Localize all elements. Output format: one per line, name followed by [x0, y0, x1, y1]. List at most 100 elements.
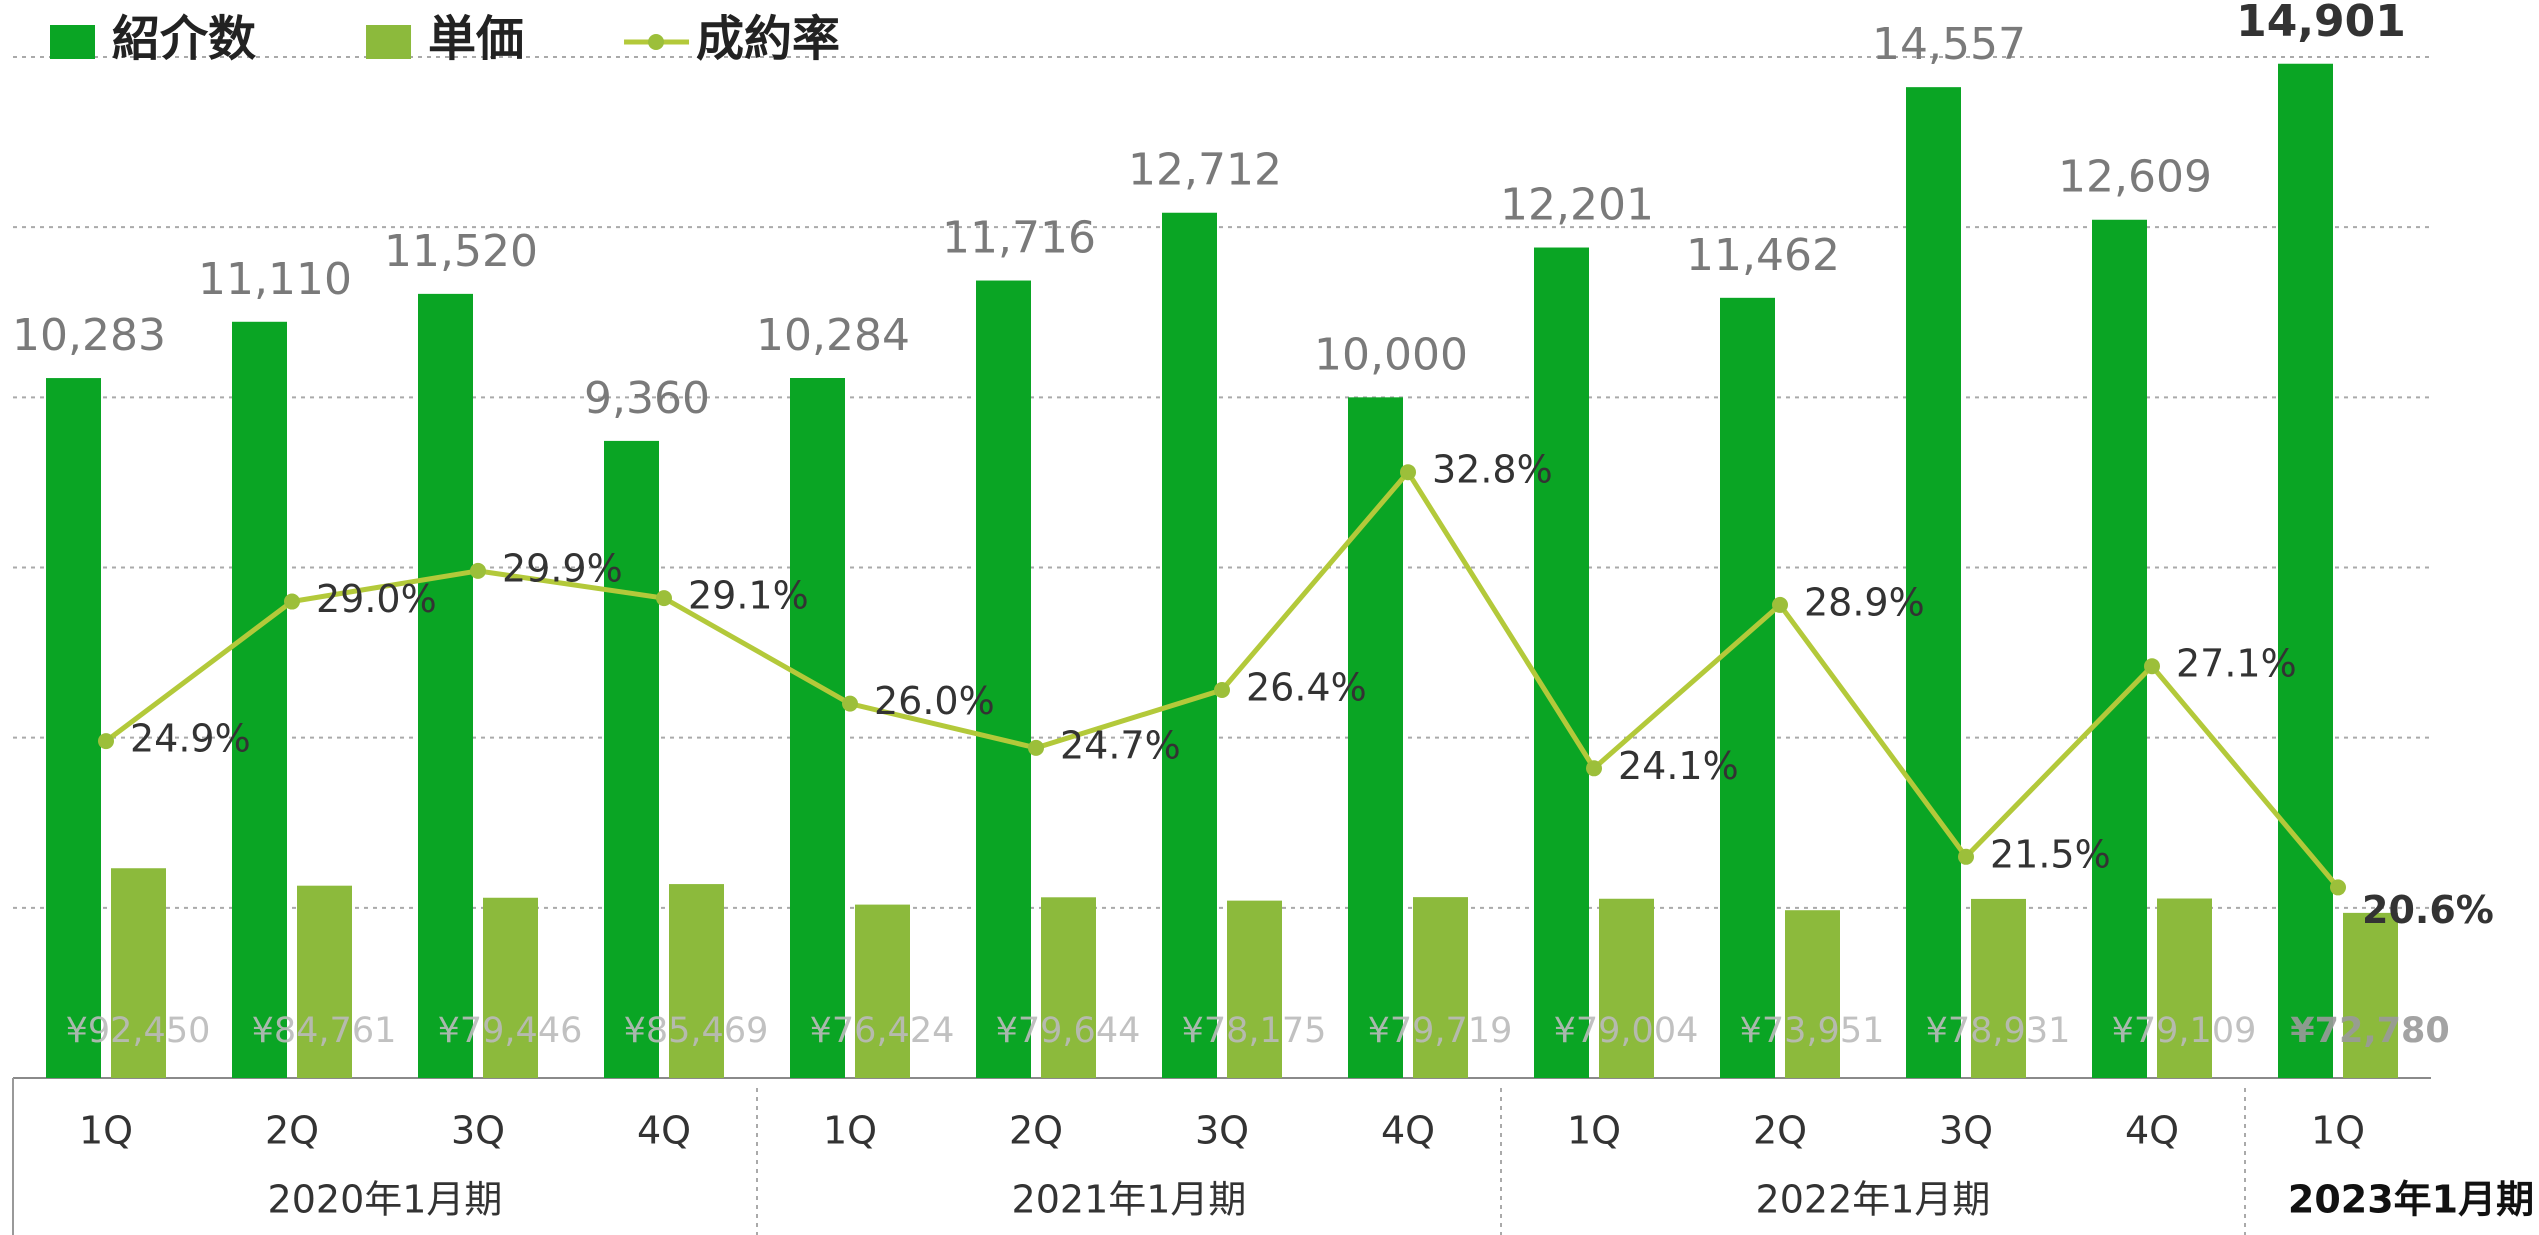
value-label: ¥78,175	[1182, 1011, 1327, 1051]
value-label: 29.1%	[688, 574, 809, 618]
bar	[1534, 247, 1589, 1078]
group-label: 2020年1月期	[268, 1178, 503, 1222]
point	[470, 562, 486, 579]
bar	[111, 868, 166, 1078]
value-label: ¥79,446	[438, 1011, 583, 1051]
value-label: ¥79,004	[1554, 1011, 1699, 1051]
bar	[604, 440, 659, 1078]
bar	[232, 321, 287, 1079]
bar	[2092, 219, 2147, 1078]
value-label: 24.9%	[130, 717, 251, 761]
x-tick-label: 3Q	[1195, 1109, 1249, 1153]
bar	[1413, 897, 1468, 1078]
bar	[418, 293, 473, 1078]
value-label: ¥85,469	[624, 1011, 769, 1051]
point	[284, 593, 300, 610]
x-tick-label: 3Q	[451, 1109, 505, 1153]
bar	[1348, 397, 1403, 1078]
group-label: 2021年1月期	[1012, 1178, 1247, 1222]
x-tick-label: 2Q	[1753, 1109, 1807, 1153]
value-label: 14,901	[2236, 0, 2406, 47]
x-tick-label: 1Q	[79, 1109, 133, 1153]
x-tick-label: 4Q	[1381, 1109, 1435, 1153]
value-label: ¥78,931	[1926, 1011, 2071, 1051]
bar	[855, 904, 910, 1078]
bar	[1785, 910, 1840, 1078]
value-label: 14,557	[1872, 19, 2026, 70]
legend-swatch	[50, 25, 95, 59]
x-tick-label: 3Q	[1939, 1109, 1993, 1153]
bar	[790, 378, 845, 1078]
bar	[1971, 898, 2026, 1078]
x-tick-label: 2Q	[1009, 1109, 1063, 1153]
legend-swatch	[366, 25, 412, 59]
value-label: 24.1%	[1618, 744, 1739, 788]
bar	[1720, 297, 1775, 1079]
value-label: ¥73,951	[1740, 1011, 1885, 1051]
x-tick-label: 1Q	[2311, 1109, 2365, 1153]
value-label: ¥79,719	[1368, 1011, 1513, 1051]
value-label: 28.9%	[1804, 580, 1925, 624]
bar	[2157, 898, 2212, 1078]
point	[656, 590, 672, 607]
value-label: 10,000	[1314, 329, 1468, 380]
bar	[1906, 87, 1961, 1078]
point	[2330, 879, 2346, 896]
legend-swatch	[648, 34, 665, 50]
point	[1214, 682, 1230, 699]
bar	[976, 280, 1031, 1078]
value-label: 12,609	[2058, 152, 2212, 203]
x-tick-label: 4Q	[2125, 1109, 2179, 1153]
legend-label: 単価	[428, 11, 524, 67]
point	[2144, 658, 2160, 675]
point	[1586, 760, 1602, 777]
bar	[1599, 898, 1654, 1078]
bar	[2343, 912, 2398, 1078]
value-label: 20.6%	[2362, 888, 2494, 932]
bar	[483, 897, 538, 1078]
bar	[2278, 63, 2333, 1079]
value-label: 26.4%	[1246, 666, 1367, 710]
value-label: 10,283	[12, 310, 166, 361]
value-label: 29.0%	[316, 577, 437, 621]
bar	[1041, 897, 1096, 1078]
value-label: 10,284	[756, 310, 910, 361]
value-label: 26.0%	[874, 679, 995, 723]
bar	[1162, 212, 1217, 1079]
point	[842, 695, 858, 712]
bar	[669, 884, 724, 1078]
point	[1400, 464, 1416, 481]
bar	[1227, 900, 1282, 1078]
value-label: ¥72,780	[2290, 1011, 2449, 1051]
x-tick-label: 1Q	[1567, 1109, 1621, 1153]
value-label: 12,201	[1500, 180, 1654, 231]
legend-label: 成約率	[696, 11, 840, 67]
bar	[46, 378, 101, 1079]
value-label: 11,462	[1686, 230, 1840, 281]
value-label: 27.1%	[2176, 642, 2297, 686]
legend-label: 紹介数	[112, 11, 256, 67]
x-tick-label: 1Q	[823, 1109, 877, 1153]
value-label: ¥76,424	[810, 1011, 955, 1051]
group-label: 2023年1月期	[2288, 1178, 2534, 1222]
value-label: 9,360	[584, 373, 710, 424]
value-label: ¥84,761	[252, 1011, 397, 1051]
x-tick-label: 2Q	[265, 1109, 319, 1153]
point	[1772, 596, 1788, 613]
group-label: 2022年1月期	[1756, 1178, 1991, 1222]
point	[98, 733, 114, 750]
value-label: 21.5%	[1990, 832, 2111, 876]
x-tick-label: 4Q	[637, 1109, 691, 1153]
point	[1958, 848, 1974, 865]
value-label: ¥79,644	[996, 1011, 1141, 1051]
point	[1028, 739, 1044, 756]
value-label: 11,716	[942, 213, 1096, 264]
value-label: ¥79,109	[2112, 1011, 2257, 1051]
value-label: 29.9%	[502, 546, 623, 590]
value-label: ¥92,450	[66, 1011, 211, 1051]
value-label: 32.8%	[1432, 448, 1553, 492]
value-label: 11,520	[384, 226, 538, 277]
value-label: 24.7%	[1060, 723, 1181, 767]
bar	[297, 885, 352, 1078]
